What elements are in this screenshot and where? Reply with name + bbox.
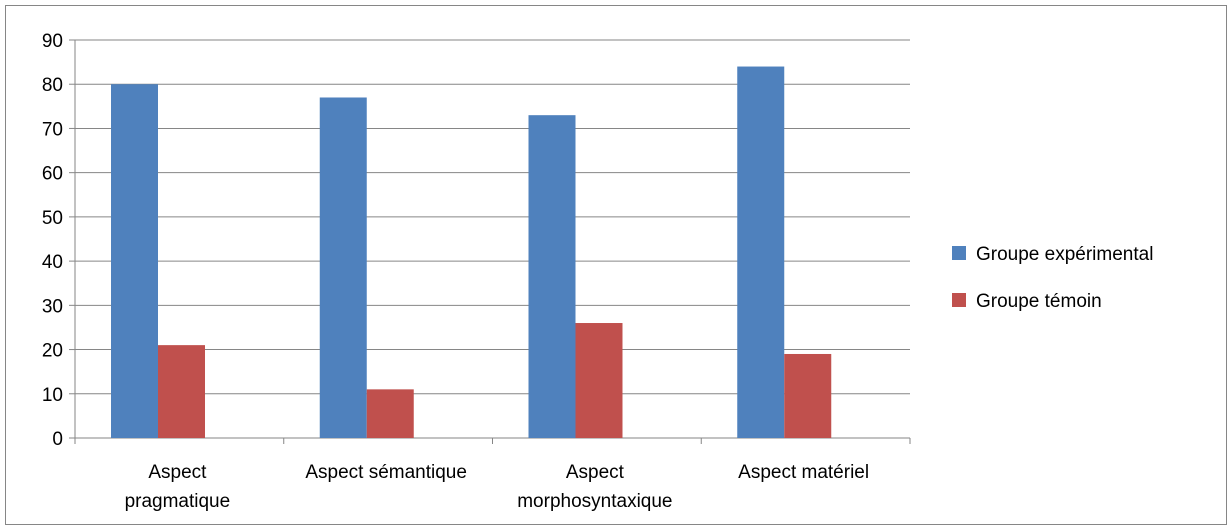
y-tick-label: 80 [42, 75, 63, 96]
y-tick-label: 30 [42, 296, 63, 317]
x-category-label-line: Aspect [148, 462, 207, 483]
x-category-label-line: Aspect matériel [738, 462, 869, 483]
y-tick-label: 10 [42, 385, 63, 406]
y-tick-label: 90 [42, 31, 63, 52]
bar-temoin [366, 389, 414, 438]
y-tick-label: 70 [42, 119, 63, 140]
y-tick-label: 20 [42, 341, 63, 362]
legend-swatch [952, 246, 966, 260]
y-tick-label: 40 [42, 252, 63, 273]
bar-experimental [111, 84, 158, 438]
bar-temoin [158, 345, 205, 438]
bar-temoin [784, 353, 832, 438]
x-category-label: Aspect matériel [738, 462, 869, 483]
legend-swatch [952, 293, 966, 307]
x-category-label: Aspect morphosyntaxique [517, 462, 672, 512]
x-category-label-line: Aspect sémantique [305, 462, 467, 483]
y-tick-label: 0 [52, 429, 63, 450]
x-category-label-line: pragmatique [125, 491, 231, 512]
x-category-label-line: Aspect [566, 462, 625, 483]
legend-label: Groupe expérimental [976, 244, 1153, 265]
bar-experimental [737, 66, 785, 439]
bar-temoin [575, 323, 623, 438]
x-category-label-line: morphosyntaxique [517, 491, 672, 512]
bar-experimental [528, 115, 576, 438]
legend-label: Groupe témoin [976, 291, 1102, 312]
x-category-label: Aspect pragmatique [125, 462, 231, 512]
x-category-label: Aspect sémantique [305, 462, 467, 483]
y-tick-label: 60 [42, 164, 63, 185]
y-tick-label: 50 [42, 208, 63, 229]
bar-experimental [319, 97, 367, 438]
